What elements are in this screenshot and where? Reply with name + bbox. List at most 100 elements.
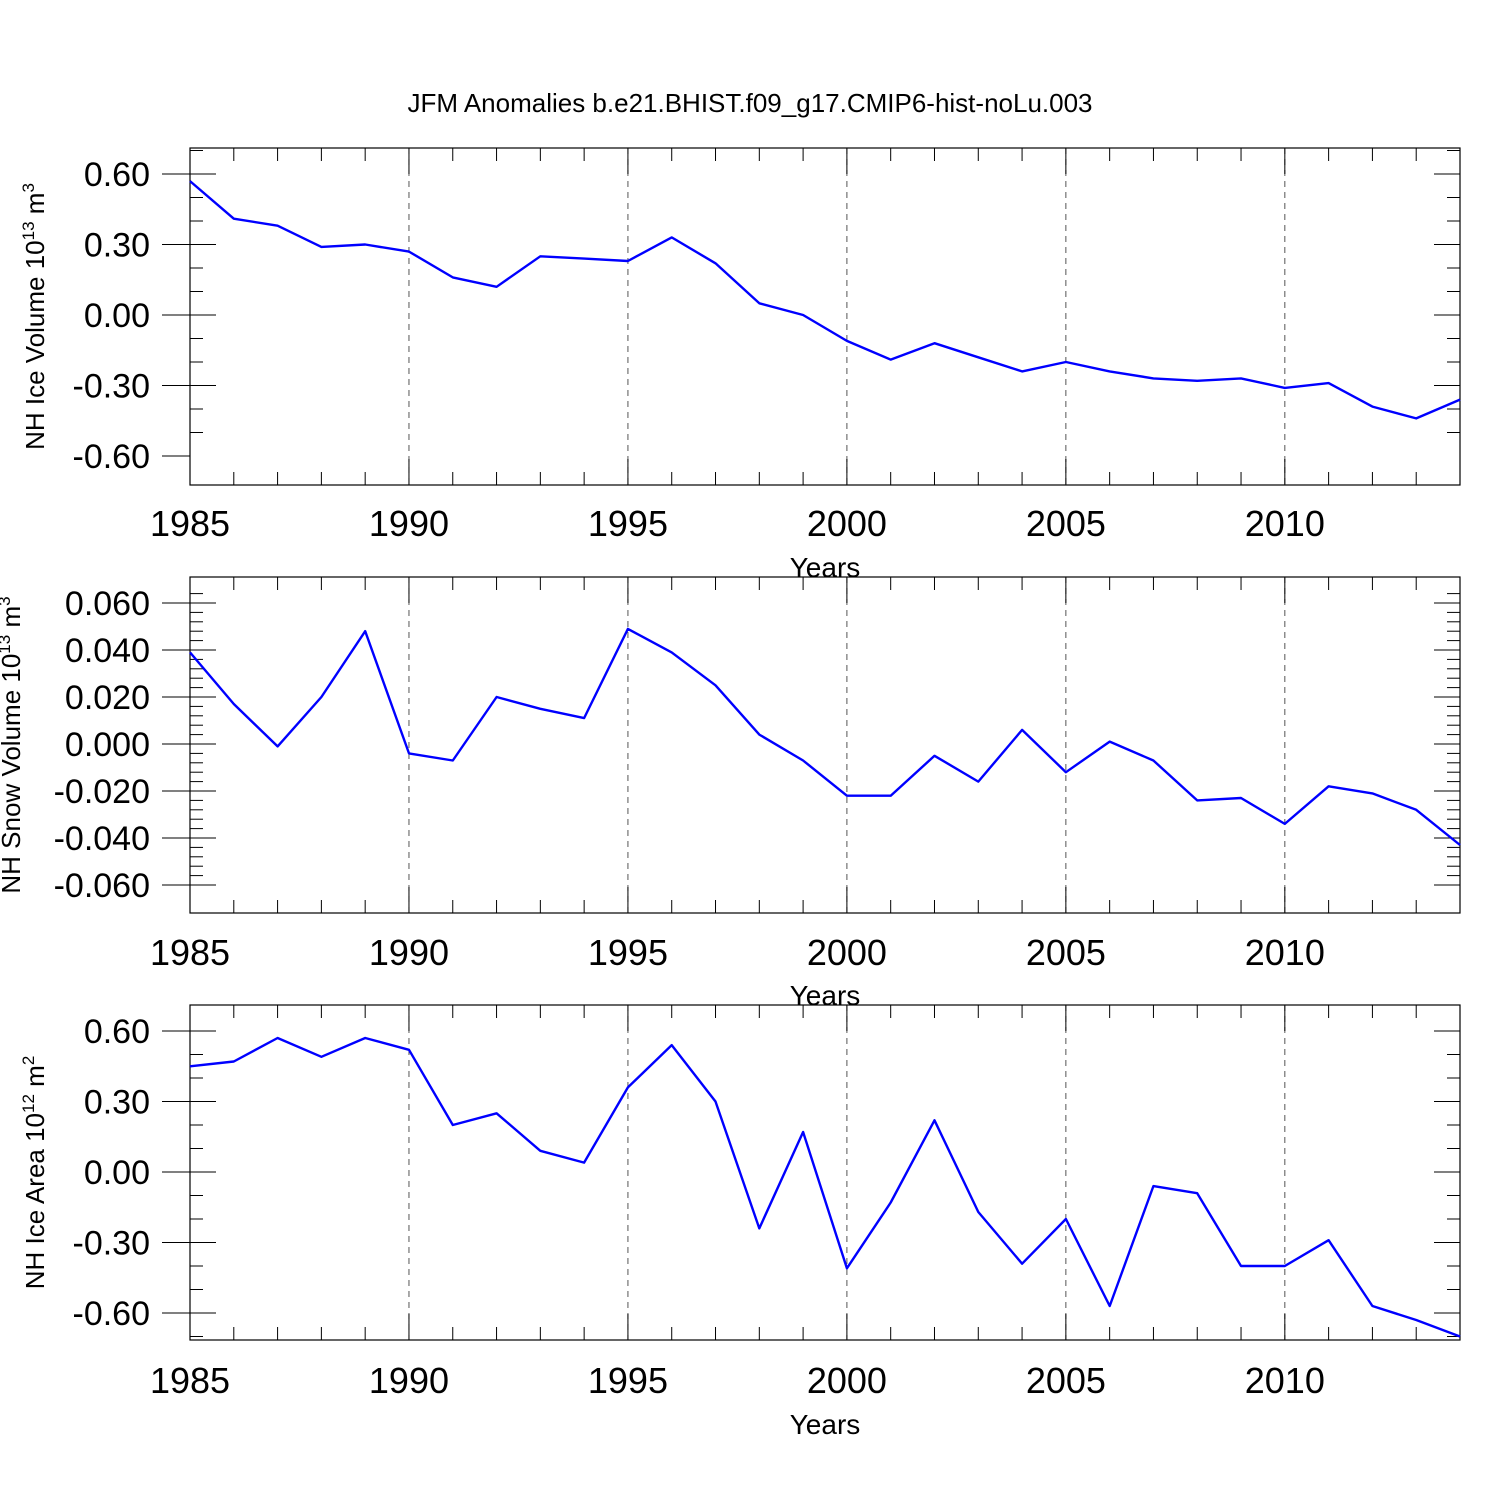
y-axis-title: NH Ice Area 1012 m2 (19, 1056, 50, 1290)
data-point (1239, 1264, 1243, 1268)
data-point (845, 794, 849, 798)
x-tick-label: 1995 (588, 1360, 668, 1401)
data-point (232, 1060, 236, 1064)
data-point (495, 1111, 499, 1115)
data-point (626, 1085, 630, 1089)
data-point (319, 1055, 323, 1059)
data-point (538, 254, 542, 258)
y-tick-label: 0.040 (65, 632, 150, 670)
data-point (1414, 1318, 1418, 1322)
x-axis-title: Years (790, 1409, 861, 1440)
data-point (1327, 784, 1331, 788)
y-tick-label: -0.060 (54, 867, 150, 905)
data-point (363, 1036, 367, 1040)
data-point (407, 1048, 411, 1052)
data-point (1108, 740, 1112, 744)
plot-frame (189, 147, 1461, 486)
x-tick-label: 1995 (588, 503, 668, 544)
data-point (1414, 416, 1418, 420)
data-point (1327, 1238, 1331, 1242)
x-tick-label: 1995 (588, 932, 668, 973)
data-point (1020, 369, 1024, 373)
data-point (801, 313, 805, 317)
plot-frame (189, 1004, 1461, 1341)
data-point (495, 695, 499, 699)
data-point (188, 650, 192, 654)
x-tick-label: 1990 (369, 932, 449, 973)
data-point (801, 1130, 805, 1134)
data-point (714, 261, 718, 265)
data-point (1327, 381, 1331, 385)
data-point (1239, 376, 1243, 380)
data-point (1195, 1191, 1199, 1195)
data-point (889, 358, 893, 362)
y-tick-label: 0.000 (65, 726, 150, 764)
data-point (582, 257, 586, 261)
data-point (1020, 1262, 1024, 1266)
data-point (1064, 1217, 1068, 1221)
data-point (801, 758, 805, 762)
data-point (188, 179, 192, 183)
data-point (845, 339, 849, 343)
data-point (1239, 796, 1243, 800)
data-point (1151, 376, 1155, 380)
panels: 0.60 0.30 0.00 -0.30 -0.60 1985 1990 1995 2000 20… (0, 147, 1462, 1440)
y-tick-label: 0.60 (84, 156, 150, 194)
data-point (1195, 798, 1199, 802)
x-tick-label: 2010 (1245, 1360, 1325, 1401)
y-tick-label: 0.00 (84, 297, 150, 335)
data-point (889, 1201, 893, 1205)
data-point (626, 627, 630, 631)
data-point (976, 780, 980, 784)
x-axis-title: Years (790, 552, 861, 583)
data-point (319, 245, 323, 249)
data-point (1458, 1335, 1462, 1339)
y-axis-title: NH Ice Volume 1013 m3 (19, 183, 50, 450)
data-point (1151, 1184, 1155, 1188)
x-tick-label: 1985 (150, 932, 230, 973)
plot-frame (189, 576, 1461, 914)
figure-title: JFM Anomalies b.e21.BHIST.f09_g17.CMIP6-… (407, 88, 1092, 118)
data-point (1064, 770, 1068, 774)
data-point (495, 285, 499, 289)
y-tick-label: -0.60 (73, 1295, 151, 1333)
data-point (232, 217, 236, 221)
data-point (932, 1118, 936, 1122)
data-point (276, 744, 280, 748)
data-point (976, 355, 980, 359)
data-point (582, 1161, 586, 1165)
data-point (670, 1043, 674, 1047)
data-point (1283, 386, 1287, 390)
chart-panel-ice-volume: 0.60 0.30 0.00 -0.30 -0.60 1985 1990 1995 2000 20… (19, 147, 1461, 583)
y-tick-label: 0.60 (84, 1013, 150, 1051)
x-tick-label: 1985 (150, 1360, 230, 1401)
y-tick-label: 0.060 (65, 585, 150, 623)
data-point (363, 243, 367, 247)
chart-panel-snow-volume: 0.0600.0400.0200.000-0.020-0.040-0.06019… (0, 576, 1461, 1011)
x-tick-label: 1985 (150, 503, 230, 544)
data-point (670, 235, 674, 239)
data-point (976, 1210, 980, 1214)
data-point (232, 702, 236, 706)
data-point (407, 751, 411, 755)
data-point (276, 1036, 280, 1040)
data-point (319, 695, 323, 699)
data-point (1020, 728, 1024, 732)
data-point (714, 683, 718, 687)
series-line (189, 180, 1461, 420)
data-point (1064, 360, 1068, 364)
data-point (538, 707, 542, 711)
y-tick-label: 0.020 (65, 679, 150, 717)
data-point (1108, 1304, 1112, 1308)
data-point (932, 754, 936, 758)
x-tick-label: 1990 (369, 1360, 449, 1401)
y-axis-title: NH Snow Volume 1013 m3 (0, 596, 26, 893)
data-point (1151, 758, 1155, 762)
data-point (451, 758, 455, 762)
y-tick-label: -0.040 (54, 820, 150, 858)
y-tick-label: 0.00 (84, 1154, 150, 1192)
data-point (757, 733, 761, 737)
y-tick-label: -0.30 (73, 368, 151, 406)
y-tick-label: -0.30 (73, 1225, 151, 1263)
data-point (1370, 1304, 1374, 1308)
